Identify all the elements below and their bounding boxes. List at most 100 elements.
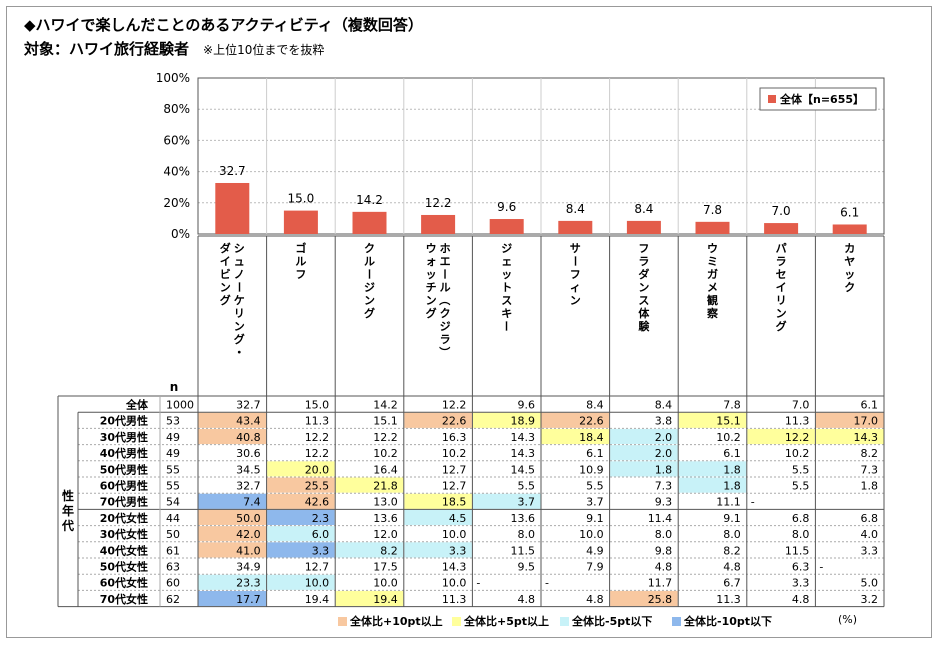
table-cell-value: 42.6	[305, 496, 330, 509]
table-cell-value: 42.0	[236, 528, 261, 541]
table-cell-value: 17.7	[236, 593, 261, 606]
table-cell-value: 13.0	[373, 496, 398, 509]
table-cell-value: 10.9	[579, 463, 604, 476]
highlight-cell	[678, 461, 747, 477]
table-row-n: 61	[166, 544, 180, 557]
highlight-cell	[404, 493, 472, 509]
group-label-char: 年	[62, 503, 74, 518]
table-cell-value: 11.1	[716, 496, 741, 509]
category-label-char: ォ	[426, 255, 437, 268]
table-row-n: 1000	[166, 399, 194, 412]
table-cell-value: 34.5	[236, 463, 261, 476]
bar-value-label: 8.4	[566, 202, 585, 216]
highlight-cell	[610, 445, 678, 461]
table-cell-value: 32.7	[236, 399, 261, 412]
table-row-n: 55	[166, 480, 180, 493]
bar-value-label: 14.2	[356, 193, 383, 207]
highlight-cell	[472, 412, 541, 428]
bar	[283, 210, 318, 234]
category-label-char: ・	[234, 346, 245, 359]
table-cell-value: 3.7	[518, 496, 536, 509]
table-cell-value: 5.0	[861, 577, 879, 590]
legend-swatch	[338, 617, 347, 626]
table-cell-value: 7.0	[792, 399, 810, 412]
table-cell-value: 14.3	[511, 447, 536, 460]
table-cell-value: 6.1	[586, 447, 604, 460]
highlight-cell	[335, 477, 404, 493]
table-cell-value: 8.2	[380, 544, 398, 557]
table-row-label: 20代男性	[100, 414, 148, 428]
category-label-char: ル	[364, 255, 375, 268]
table-cell-value: 8.0	[723, 528, 741, 541]
category-label-char: ー	[438, 269, 451, 280]
y-tick-label: 0%	[171, 227, 190, 241]
table-cell-value: 11.5	[785, 544, 810, 557]
subtitle-text: 対象：ハワイ旅行経験者	[24, 40, 190, 58]
category-label-char: フ	[570, 268, 581, 281]
table-cell-value: 15.1	[373, 415, 398, 428]
category-label-char: ビ	[220, 267, 231, 281]
category-label-char: グ	[364, 306, 375, 320]
highlight-cell	[541, 428, 610, 445]
table-cell-value: 13.6	[373, 512, 398, 525]
table-cell-value: 3.3	[792, 577, 810, 590]
table-cell-value: 11.7	[648, 577, 673, 590]
highlight-cell	[472, 493, 541, 509]
category-label-char: セ	[776, 268, 787, 281]
table-cell-value: 8.0	[792, 528, 810, 541]
n-column-header: n	[170, 380, 179, 394]
table-cell-value: 19.4	[373, 593, 398, 606]
table-cell-value: 9.3	[655, 496, 673, 509]
table-cell-value: 3.2	[861, 593, 879, 606]
table-cell-value: 15.0	[305, 399, 330, 412]
legend-swatch	[452, 617, 461, 626]
table-cell-value: 14.3	[854, 431, 879, 444]
chart-frame	[6, 6, 932, 638]
table-cell-value: 12.2	[785, 431, 810, 444]
category-label-char: フ	[638, 242, 649, 255]
highlight-cell	[678, 412, 747, 428]
bar-value-label: 7.8	[703, 203, 722, 217]
category-label-char: ク	[364, 242, 375, 255]
category-label-char: ー	[232, 282, 245, 293]
y-tick-label: 100%	[156, 71, 190, 85]
category-label-char: ル	[440, 281, 451, 294]
category-label-char: グ	[234, 332, 245, 346]
table-cell-value: 2.0	[655, 431, 673, 444]
legend-swatch	[672, 617, 681, 626]
category-label-char: ）	[438, 347, 451, 358]
highlight-cell	[335, 542, 404, 558]
table-cell-value: 4.8	[518, 593, 536, 606]
bar-value-label: 7.0	[772, 204, 791, 218]
table-cell-value: 5.5	[792, 480, 810, 493]
category-label-char: シ	[234, 242, 245, 255]
table-cell-value: 9.1	[586, 512, 604, 525]
highlight-cell	[267, 526, 335, 542]
category-label-char: ゴ	[295, 241, 306, 255]
table-row-n: 49	[166, 447, 180, 460]
bar-value-label: 15.0	[288, 192, 315, 206]
table-row-label: 70代男性	[100, 495, 148, 509]
table-cell-value: 43.4	[236, 415, 261, 428]
bar	[695, 221, 730, 234]
highlight-cell	[335, 590, 404, 607]
bar	[421, 214, 456, 234]
table-cell-value: 10.2	[785, 447, 810, 460]
table-row-n: 54	[166, 496, 180, 509]
table-cell-value: 16.3	[442, 431, 467, 444]
table-cell-value: 23.3	[236, 577, 261, 590]
legend-box	[759, 87, 877, 111]
category-label-char: 験	[638, 319, 650, 333]
table-cell-value: 9.8	[655, 544, 673, 557]
highlight-cell	[747, 428, 815, 445]
table-cell-value: 14.2	[373, 399, 398, 412]
y-tick-label: 40%	[163, 165, 190, 179]
table-cell-value: 9.6	[518, 399, 536, 412]
table-cell-value: 10.2	[442, 447, 467, 460]
table-cell-value: 7.3	[655, 480, 673, 493]
table-cell-value: 18.4	[579, 431, 604, 444]
highlight-cell	[267, 574, 335, 590]
category-label-char: ィ	[570, 281, 581, 294]
table-cell-value: 10.0	[305, 577, 330, 590]
highlight-cell	[404, 509, 472, 526]
